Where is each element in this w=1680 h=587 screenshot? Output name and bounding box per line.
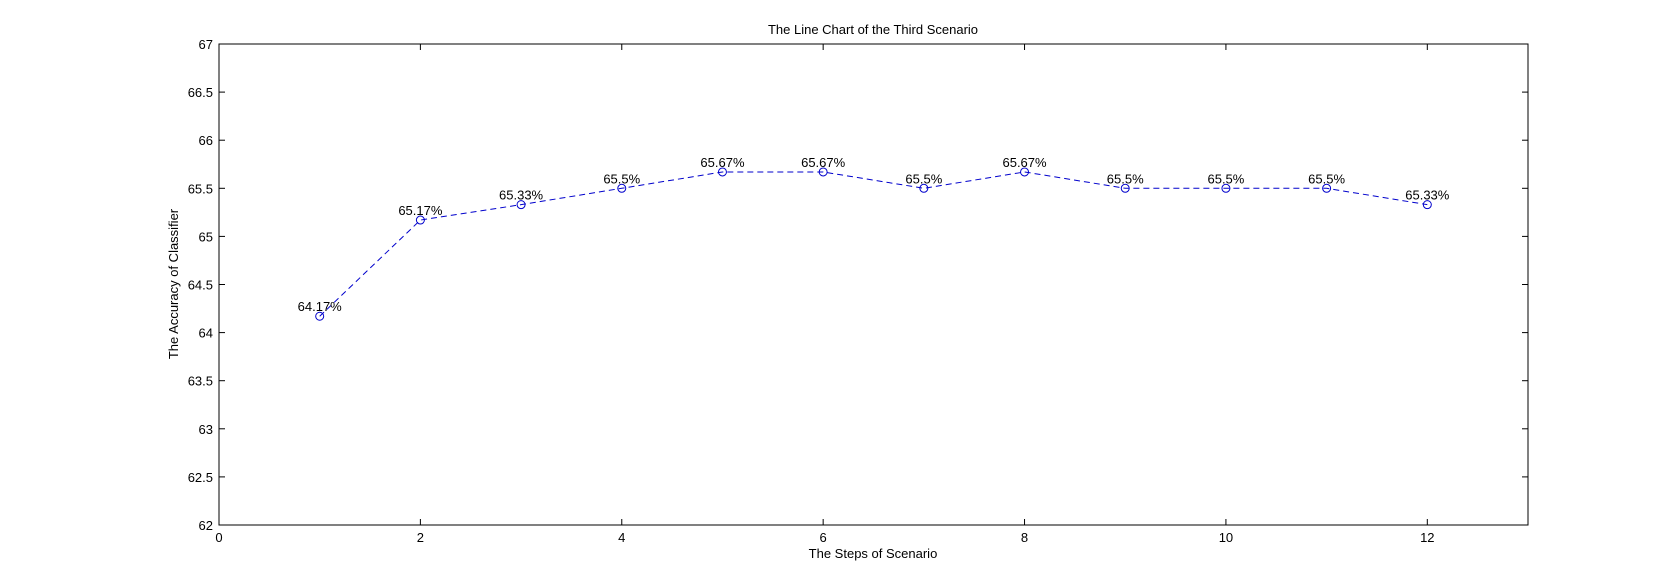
x-tick-label: 0: [215, 530, 222, 545]
axis-ticks: 0 2 4 6 8 10 12 62 62.5 63 63.5 64 64.5 65 65.5 66 66.5 6…: [188, 37, 1528, 545]
data-label: 65.5%: [1107, 171, 1144, 186]
y-tick-label: 64: [199, 326, 213, 341]
data-label: 65.33%: [499, 188, 544, 203]
data-label: 65.67%: [1002, 155, 1047, 170]
y-tick-label: 64.5: [188, 278, 213, 293]
y-tick-label: 63: [199, 422, 213, 437]
data-point: [315, 311, 325, 321]
x-tick-label: 8: [1021, 530, 1028, 545]
data-point: [717, 167, 727, 177]
y-tick-label: 66.5: [188, 85, 213, 100]
data-point: [415, 215, 425, 225]
y-tick-label: 63.5: [188, 374, 213, 389]
y-tick-label: 62: [199, 518, 213, 533]
x-axis-title: The Steps of Scenario: [809, 546, 938, 561]
data-point: [919, 183, 929, 193]
data-label: 65.67%: [801, 155, 846, 170]
y-tick-label: 62.5: [188, 470, 213, 485]
plot-area: [218, 43, 1529, 526]
data-point: [617, 183, 627, 193]
data-point: [1221, 183, 1231, 193]
x-tick-label: 10: [1219, 530, 1233, 545]
x-tick-label: 6: [820, 530, 827, 545]
data-point: [1422, 200, 1432, 210]
y-tick-label: 66: [199, 133, 213, 148]
data-label: 65.33%: [1405, 188, 1450, 203]
x-tick-label: 4: [618, 530, 625, 545]
y-tick-label: 65.5: [188, 181, 213, 196]
data-point: [516, 200, 526, 210]
series-line: [319, 171, 1428, 317]
data-label: 65.5%: [603, 171, 640, 186]
data-point: [1322, 183, 1332, 193]
data-label: 65.5%: [905, 171, 942, 186]
data-label: 65.5%: [1207, 171, 1244, 186]
series-group: 64.17% 65.17% 65.33% 65.5% 65.67% 65.67% 65.5%…: [298, 155, 1450, 321]
data-label: 65.17%: [398, 203, 443, 218]
data-point: [818, 167, 828, 177]
data-point: [1120, 183, 1130, 193]
y-tick-label: 65: [199, 229, 213, 244]
x-tick-label: 12: [1420, 530, 1434, 545]
x-tick-label: 2: [417, 530, 424, 545]
data-label: 64.17%: [298, 299, 343, 314]
y-axis-title: The Accuracy of Classifier: [166, 208, 181, 359]
data-label: 65.67%: [700, 155, 745, 170]
chart-title: The Line Chart of the Third Scenario: [768, 22, 978, 37]
data-point: [1020, 167, 1030, 177]
y-tick-label: 67: [199, 37, 213, 52]
data-label: 65.5%: [1308, 171, 1345, 186]
